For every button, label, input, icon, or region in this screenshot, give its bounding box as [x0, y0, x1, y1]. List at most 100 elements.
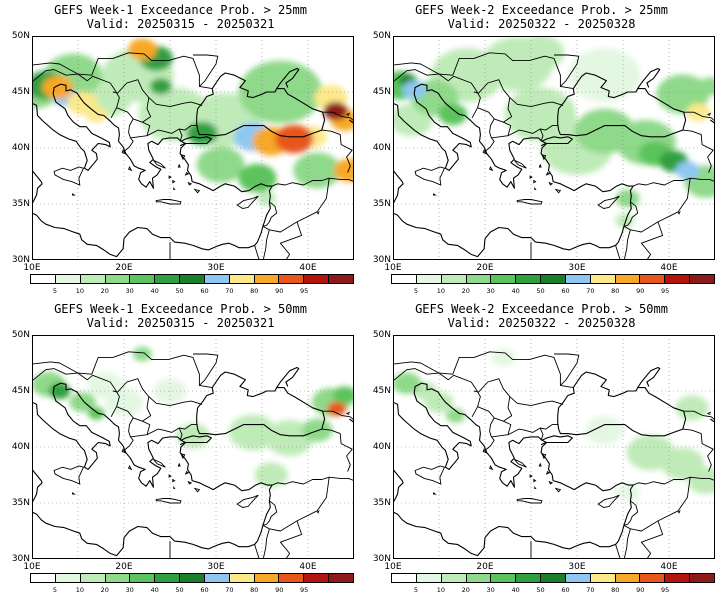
island-outline: [482, 448, 487, 454]
colorbar-level-label: 80: [611, 586, 620, 594]
island-outline: [72, 492, 76, 495]
colorbar-swatch: [441, 275, 467, 283]
island-outline: [72, 193, 76, 196]
lake-outline: [345, 112, 351, 117]
colorbar-swatch: [329, 574, 353, 582]
island-outline: [534, 486, 537, 489]
colorbar-swatch: [180, 574, 205, 582]
panel-valid-dates: Valid: 20250315 - 20250321: [86, 316, 275, 330]
colorbar-level-label: 30: [125, 586, 134, 594]
colorbar-swatch: [590, 574, 616, 582]
lon-tick-label: 20E: [476, 562, 494, 572]
probability-blob: [275, 124, 314, 154]
country-border: [426, 372, 481, 418]
country-border: [178, 427, 183, 441]
country-border: [266, 500, 278, 525]
island-outline: [433, 193, 437, 196]
colorbar-swatch: [516, 574, 542, 582]
colorbar-level-label: 10: [436, 287, 445, 295]
colorbar-swatch: [665, 275, 691, 283]
island-outline: [173, 187, 176, 190]
lon-tick-label: 10E: [23, 263, 41, 273]
lon-tick-label: 30E: [207, 263, 225, 273]
island-outline: [121, 149, 126, 155]
probability-blob: [516, 36, 565, 71]
coastline: [276, 67, 300, 89]
colorbar-level-label: 90: [636, 586, 645, 594]
colorbar-swatch: [80, 275, 106, 283]
country-border: [321, 428, 353, 472]
country-border: [271, 476, 354, 486]
country-border: [623, 229, 631, 260]
lat-tick-label: 40N: [11, 143, 30, 153]
country-border: [554, 54, 580, 87]
country-border: [322, 111, 354, 122]
country-border: [193, 54, 219, 87]
country-border: [494, 417, 512, 435]
colorbar-level-label: 70: [586, 287, 595, 295]
lake-outline: [677, 509, 681, 514]
country-border: [682, 428, 714, 472]
lat-tick-label: 45N: [11, 87, 30, 97]
colorbar-level-label: 5: [52, 287, 57, 295]
island-outline: [172, 478, 176, 483]
colorbar: [30, 274, 354, 284]
colorbar-level-label: 90: [275, 287, 284, 295]
probability-blob: [254, 462, 288, 488]
lon-tick-label: 30E: [568, 263, 586, 273]
country-border: [142, 97, 152, 123]
lon-tick-label: 10E: [23, 562, 41, 572]
island-outline: [514, 458, 527, 468]
island-outline: [180, 153, 186, 161]
colorbar-swatch: [155, 574, 181, 582]
probability-blob: [438, 103, 468, 126]
country-border: [627, 500, 639, 525]
panel-title: GEFS Week-1 Exceedance Prob. > 50mm: [54, 302, 307, 316]
colorbar-swatch: [329, 275, 353, 283]
country-border: [503, 396, 513, 422]
country-border: [279, 221, 303, 260]
country-border: [615, 544, 621, 559]
country-border: [116, 406, 134, 451]
country-border: [640, 520, 664, 559]
country-border: [426, 73, 481, 119]
country-border: [615, 245, 621, 260]
colorbar-swatch: [155, 275, 181, 283]
island-outline: [184, 171, 190, 176]
lon-tick-label: 20E: [115, 562, 133, 572]
map-frame: [32, 335, 354, 559]
colorbar-level-label: 80: [250, 287, 259, 295]
lat-tick-label: 45N: [372, 386, 391, 396]
colorbar-swatch: [229, 275, 255, 283]
coastline: [393, 83, 634, 258]
coastline: [393, 469, 404, 504]
coastline: [32, 170, 43, 205]
panel-valid-dates: Valid: 20250315 - 20250321: [86, 17, 275, 31]
panel-title: GEFS Week-2 Exceedance Prob. > 50mm: [415, 302, 668, 316]
country-border: [321, 129, 353, 173]
probability-blob: [585, 415, 624, 445]
lake-outline: [316, 210, 320, 215]
colorbar-swatch: [180, 275, 205, 283]
country-border: [393, 368, 428, 382]
colorbar-swatch: [31, 275, 56, 283]
island-outline: [597, 195, 620, 209]
probability-blob: [265, 420, 314, 456]
island-outline: [155, 199, 182, 205]
probability-blob: [615, 189, 640, 208]
lake-outline: [345, 411, 351, 416]
coastline: [179, 435, 212, 446]
colorbar-level-label: 20: [100, 586, 109, 594]
lat-tick-label: 30N: [11, 255, 30, 265]
colorbar-swatch: [665, 574, 691, 582]
colorbar-level-label: 60: [200, 287, 209, 295]
colorbar-swatch: [466, 574, 492, 582]
colorbar-level-label: 60: [561, 586, 570, 594]
probability-blob: [42, 75, 74, 100]
island-outline: [236, 494, 259, 508]
lat-tick-label: 50N: [372, 330, 391, 340]
lake-outline: [706, 411, 712, 416]
panel-week2-25mm: GEFS Week-2 Exceedance Prob. > 25mm Vali…: [361, 0, 722, 299]
colorbar-level-label: 40: [511, 586, 520, 594]
probability-blob: [491, 348, 516, 367]
